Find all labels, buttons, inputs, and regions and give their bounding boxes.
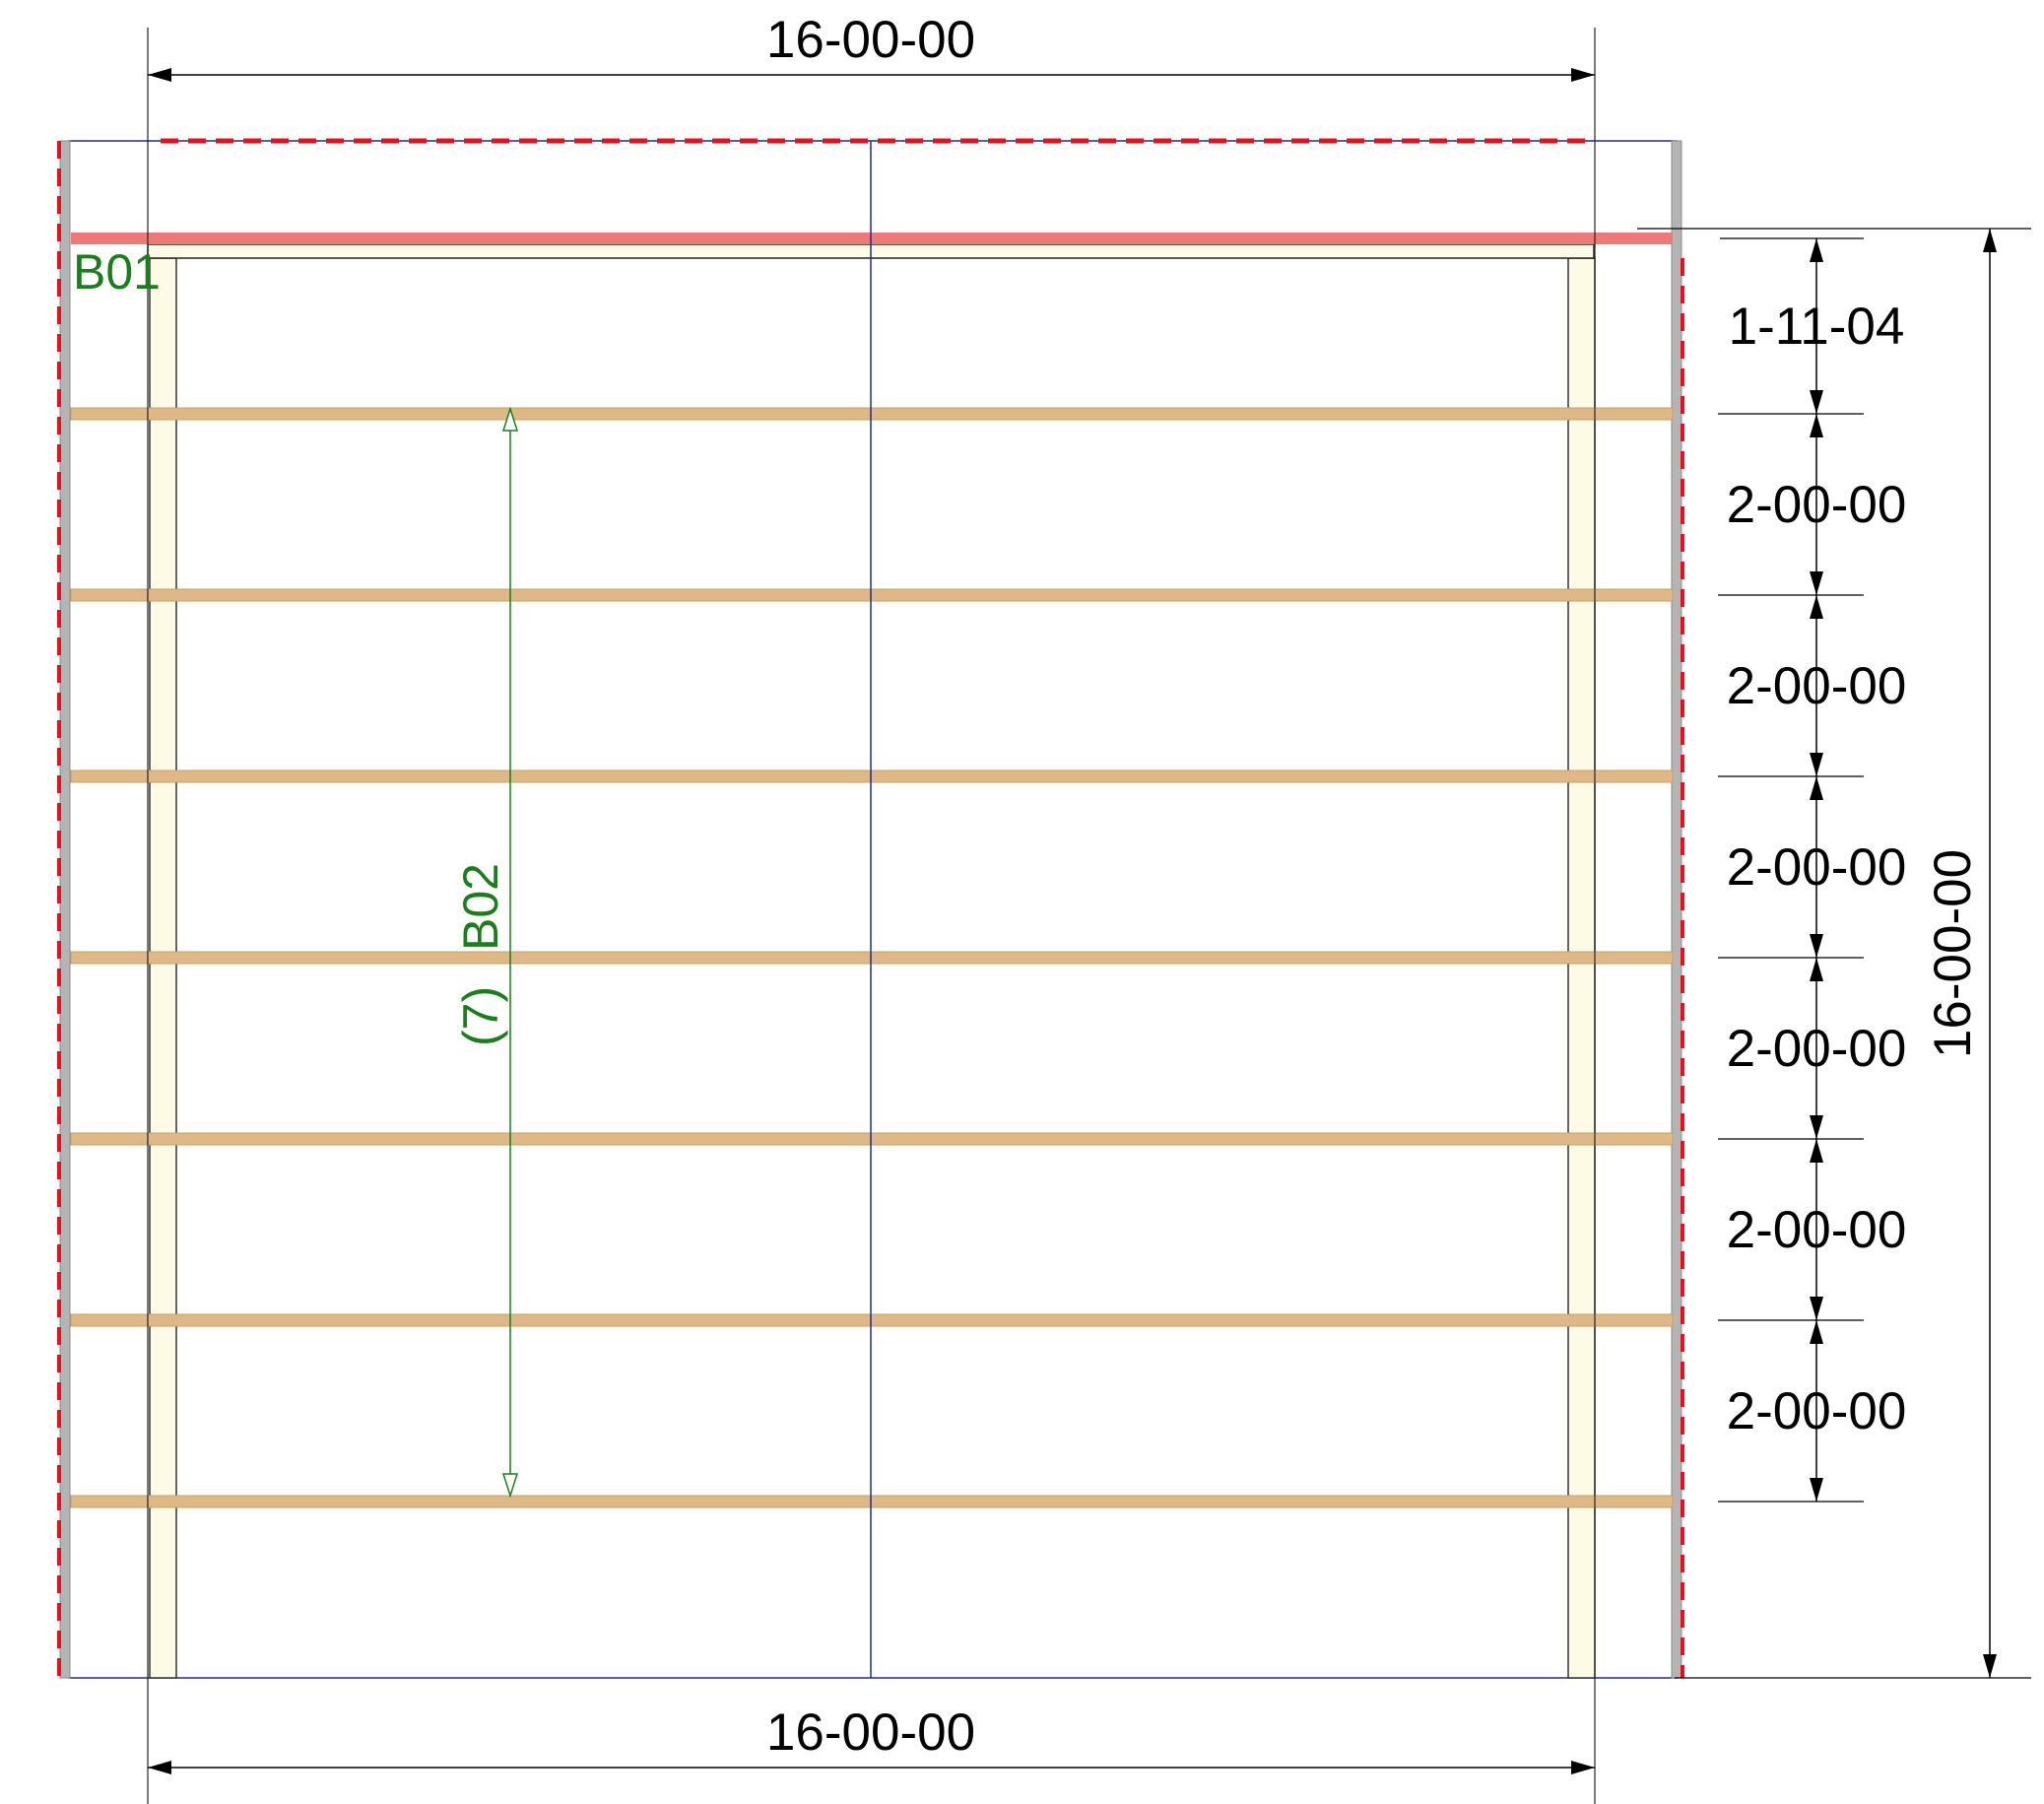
support-left (59, 140, 71, 1679)
joist-group (70, 407, 1674, 1508)
dimension-spacing-chain: 1-11-04 2-00-00 2-00-00 2-00-00 2-00-00 2-00-… (1718, 237, 1907, 1503)
joist-b02 (70, 1132, 1674, 1146)
ledger-right (1567, 257, 1596, 1679)
label-b02: B02 (453, 863, 508, 951)
b02-span-indicator (501, 406, 519, 1499)
dim-bottom-text: 16-00-00 (766, 1704, 975, 1762)
dimension-top: 16-00-00 (148, 11, 1595, 82)
spacing-arrow-down (1810, 1115, 1823, 1139)
dim-top-text: 16-00-00 (766, 11, 975, 69)
label-b01: B01 (73, 244, 161, 300)
beam-b01 (71, 233, 1673, 244)
spacing-arrow-down (1810, 390, 1823, 414)
joist-b02 (70, 1313, 1674, 1327)
framing-outline (68, 140, 1678, 1679)
dim-right-arrow-top (1983, 229, 1997, 252)
spacing-arrow-down (1810, 753, 1823, 776)
b02-arrow-top (501, 406, 519, 432)
spacing-dimension-text: 2-00-00 (1727, 1020, 1907, 1078)
spacing-dimension-text: 2-00-00 (1727, 1382, 1907, 1440)
spacing-dimension-text: 2-00-00 (1727, 476, 1907, 534)
spacing-arrow-down (1810, 934, 1823, 958)
support-right (1671, 140, 1682, 1679)
spacing-arrow-up (1810, 958, 1823, 981)
spacing-arrow-up (1810, 776, 1823, 800)
spacing-dimension-text: 2-00-00 (1727, 838, 1907, 897)
dim-bottom-arrow-right (1571, 1761, 1595, 1774)
joist-b02 (70, 951, 1674, 965)
label-b02-count: (7) (453, 986, 508, 1046)
dim-bottom-arrow-left (148, 1761, 171, 1774)
dim-right-arrow-bottom (1983, 1654, 1997, 1678)
spacing-arrow-down (1810, 1478, 1823, 1502)
spacing-arrow-up (1810, 238, 1823, 262)
spacing-arrow-up (1810, 414, 1823, 437)
joist-b02 (70, 1495, 1674, 1508)
joist-b02 (70, 407, 1674, 421)
spacing-dimension-text: 1-11-04 (1729, 298, 1905, 356)
ledger-left (149, 257, 177, 1679)
spacing-arrow-up (1810, 1320, 1823, 1344)
spacing-dimension-text: 2-00-00 (1727, 657, 1907, 715)
spacing-arrow-up (1810, 595, 1823, 619)
spacing-arrow-up (1810, 1139, 1823, 1163)
dimension-right-overall: 16-00-00 (1637, 228, 2031, 1679)
joist-b02 (70, 588, 1674, 602)
b02-arrow-bottom (501, 1473, 519, 1499)
dim-right-text: 16-00-00 (1924, 849, 1982, 1058)
spacing-arrow-down (1810, 571, 1823, 595)
joist-b02 (70, 769, 1674, 783)
dim-top-arrow-left (148, 68, 171, 82)
spacing-arrow-down (1810, 1297, 1823, 1320)
spacing-dimension-text: 2-00-00 (1727, 1201, 1907, 1259)
dimension-bottom: 16-00-00 (148, 1704, 1595, 1774)
dim-top-arrow-right (1571, 68, 1595, 82)
